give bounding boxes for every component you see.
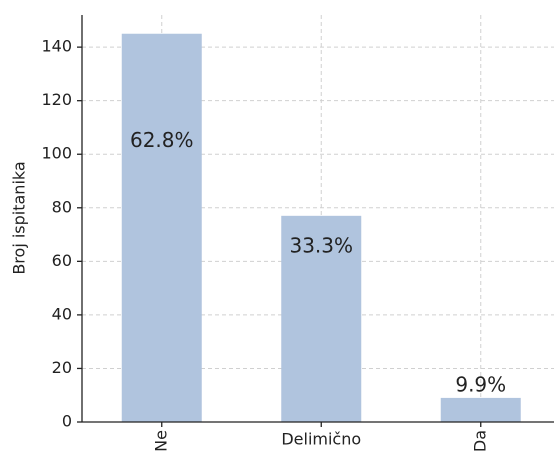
y-axis-label: Broj ispitanika bbox=[10, 161, 29, 274]
y-tick-label: 40 bbox=[52, 304, 72, 323]
y-tick-label: 0 bbox=[62, 412, 72, 431]
y-tick-label: 100 bbox=[41, 144, 72, 163]
x-tick-label: Delimično bbox=[281, 430, 361, 449]
y-tick-label: 120 bbox=[41, 90, 72, 109]
bar-label: 62.8% bbox=[130, 128, 194, 152]
y-tick-label: 80 bbox=[52, 197, 72, 216]
y-tick-label: 60 bbox=[52, 251, 72, 270]
bar-label: 9.9% bbox=[455, 372, 506, 396]
y-tick-label: 140 bbox=[41, 37, 72, 56]
bar bbox=[440, 397, 521, 422]
bar bbox=[121, 33, 202, 423]
bar bbox=[281, 215, 362, 422]
x-tick-label: Da bbox=[470, 430, 489, 452]
x-tick-label: Ne bbox=[151, 430, 170, 452]
bar-label: 33.3% bbox=[289, 233, 353, 257]
y-tick-label: 20 bbox=[52, 358, 72, 377]
